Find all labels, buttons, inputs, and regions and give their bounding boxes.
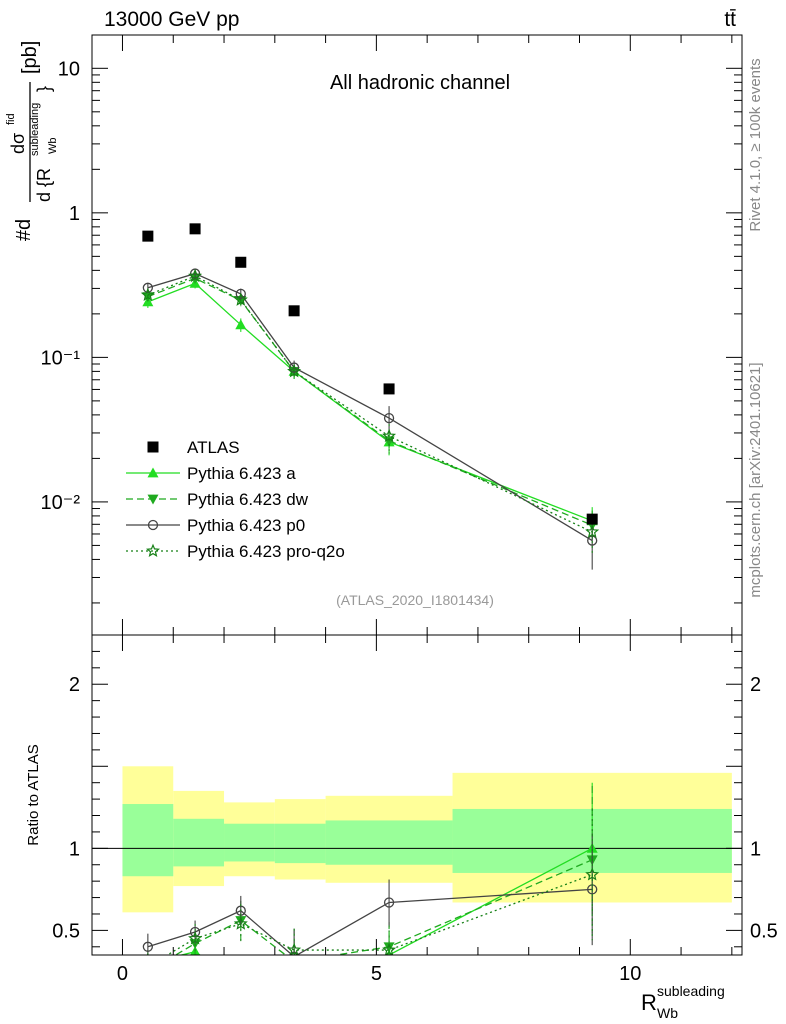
- y-label-den-sub: Wb: [47, 138, 59, 155]
- ratio-tick-label-right: 1: [750, 838, 761, 860]
- data-point: [235, 256, 247, 268]
- ratio-point: [142, 958, 153, 968]
- ratio-band-inner: [122, 804, 174, 877]
- x-label-sup: subleading: [657, 983, 725, 999]
- ratio-tick-label-right: 2: [750, 674, 761, 696]
- data-point: [586, 513, 598, 525]
- ratio-point: [585, 867, 600, 881]
- data-point: [189, 223, 201, 235]
- y-label-prefix: #d: [13, 219, 35, 241]
- legend-marker: [145, 543, 161, 557]
- y-label-denominator: d {R: [34, 168, 54, 202]
- series-point: [140, 287, 155, 301]
- legend-label: Pythia 6.423 p0: [187, 516, 305, 535]
- ratio-point: [289, 957, 300, 967]
- y-label-close: }: [34, 86, 54, 92]
- mcplots-label: mcplots.cern.ch [arXiv:2401.10621]: [747, 362, 764, 597]
- ratio-band-inner: [325, 820, 453, 865]
- series-point: [188, 268, 203, 283]
- ratio-band-inner: [173, 818, 225, 867]
- legend-label: ATLAS: [187, 438, 240, 457]
- ratio-line: [178, 847, 593, 955]
- ratio-point: [287, 942, 302, 955]
- y-tick-label: 10⁻¹: [41, 347, 81, 369]
- y-label-numerator-sup: fid: [5, 113, 17, 125]
- y-label-den-sup: subleading: [29, 103, 41, 156]
- series-point: [233, 292, 248, 306]
- ratio-point: [383, 897, 395, 908]
- legend-marker: [147, 441, 159, 453]
- legend-marker: [147, 519, 159, 531]
- ratio-point: [142, 961, 153, 971]
- series-point: [585, 524, 600, 538]
- ratio-line: [174, 859, 593, 955]
- series-line: [147, 282, 593, 522]
- series-line: [147, 272, 593, 542]
- ratio-line: [147, 888, 593, 955]
- series-line: [147, 277, 593, 526]
- ratio-tick-label: 0.5: [52, 920, 80, 942]
- chart-title: All hadronic channel: [330, 72, 510, 94]
- analysis-id: (ATLAS_2020_I1801434): [336, 592, 494, 608]
- x-tick-label: 0: [117, 963, 128, 985]
- y-axis-label: #d dσ fid d {R subleading Wb } [pb]: [5, 41, 59, 241]
- ratio-y-label: Ratio to ATLAS: [25, 744, 42, 845]
- y-tick-label: 10: [58, 58, 80, 80]
- y-label-unit: [pb]: [19, 41, 41, 74]
- series-point: [142, 282, 154, 293]
- y-tick-label: 1: [69, 203, 80, 225]
- x-tick-label: 5: [371, 963, 382, 985]
- rivet-label: Rivet 4.1.0, ≥ 100k events: [747, 58, 764, 231]
- ratio-point: [289, 966, 300, 976]
- series-point: [287, 364, 302, 378]
- series-line: [147, 275, 593, 533]
- legend-label: Pythia 6.423 pro-q2o: [187, 542, 345, 561]
- series-point: [235, 288, 246, 300]
- ratio-tick-label-right: 0.5: [750, 920, 778, 942]
- ratio-plot-frame: [91, 634, 743, 956]
- ratio-band-inner: [274, 823, 326, 864]
- legend-label: Pythia 6.423 dw: [187, 490, 309, 509]
- y-tick-label: 10⁻²: [41, 492, 81, 514]
- x-axis-label: R subleading Wb: [641, 983, 725, 1021]
- ratio-tick-label: 2: [69, 674, 80, 696]
- ratio-point: [142, 967, 153, 977]
- ratio-band-inner: [224, 823, 275, 862]
- series-point: [382, 428, 397, 443]
- series-point: [383, 412, 395, 424]
- y-label-numerator: dσ: [8, 133, 28, 154]
- ratio-point: [188, 931, 203, 945]
- data-point: [288, 305, 300, 317]
- ratio-point: [382, 942, 397, 955]
- ratio-point: [142, 941, 154, 952]
- x-label-main: R: [641, 990, 657, 1015]
- data-point: [142, 230, 154, 242]
- series-point: [235, 319, 247, 330]
- x-tick-label: 10: [619, 963, 641, 985]
- x-label-sub: Wb: [657, 1005, 678, 1021]
- ratio-line: [166, 873, 593, 955]
- ratio-tick-label: 1: [69, 838, 80, 860]
- ratio-point: [189, 926, 201, 938]
- process-label: tt̄: [724, 8, 736, 31]
- data-point: [383, 383, 395, 395]
- ratio-point: [233, 916, 248, 930]
- ratio-point: [235, 977, 246, 987]
- legend-label: Pythia 6.423 a: [187, 464, 296, 483]
- energy-label: 13000 GeV pp: [104, 8, 239, 31]
- legend-marker: [147, 494, 159, 505]
- legend-marker: [147, 467, 159, 478]
